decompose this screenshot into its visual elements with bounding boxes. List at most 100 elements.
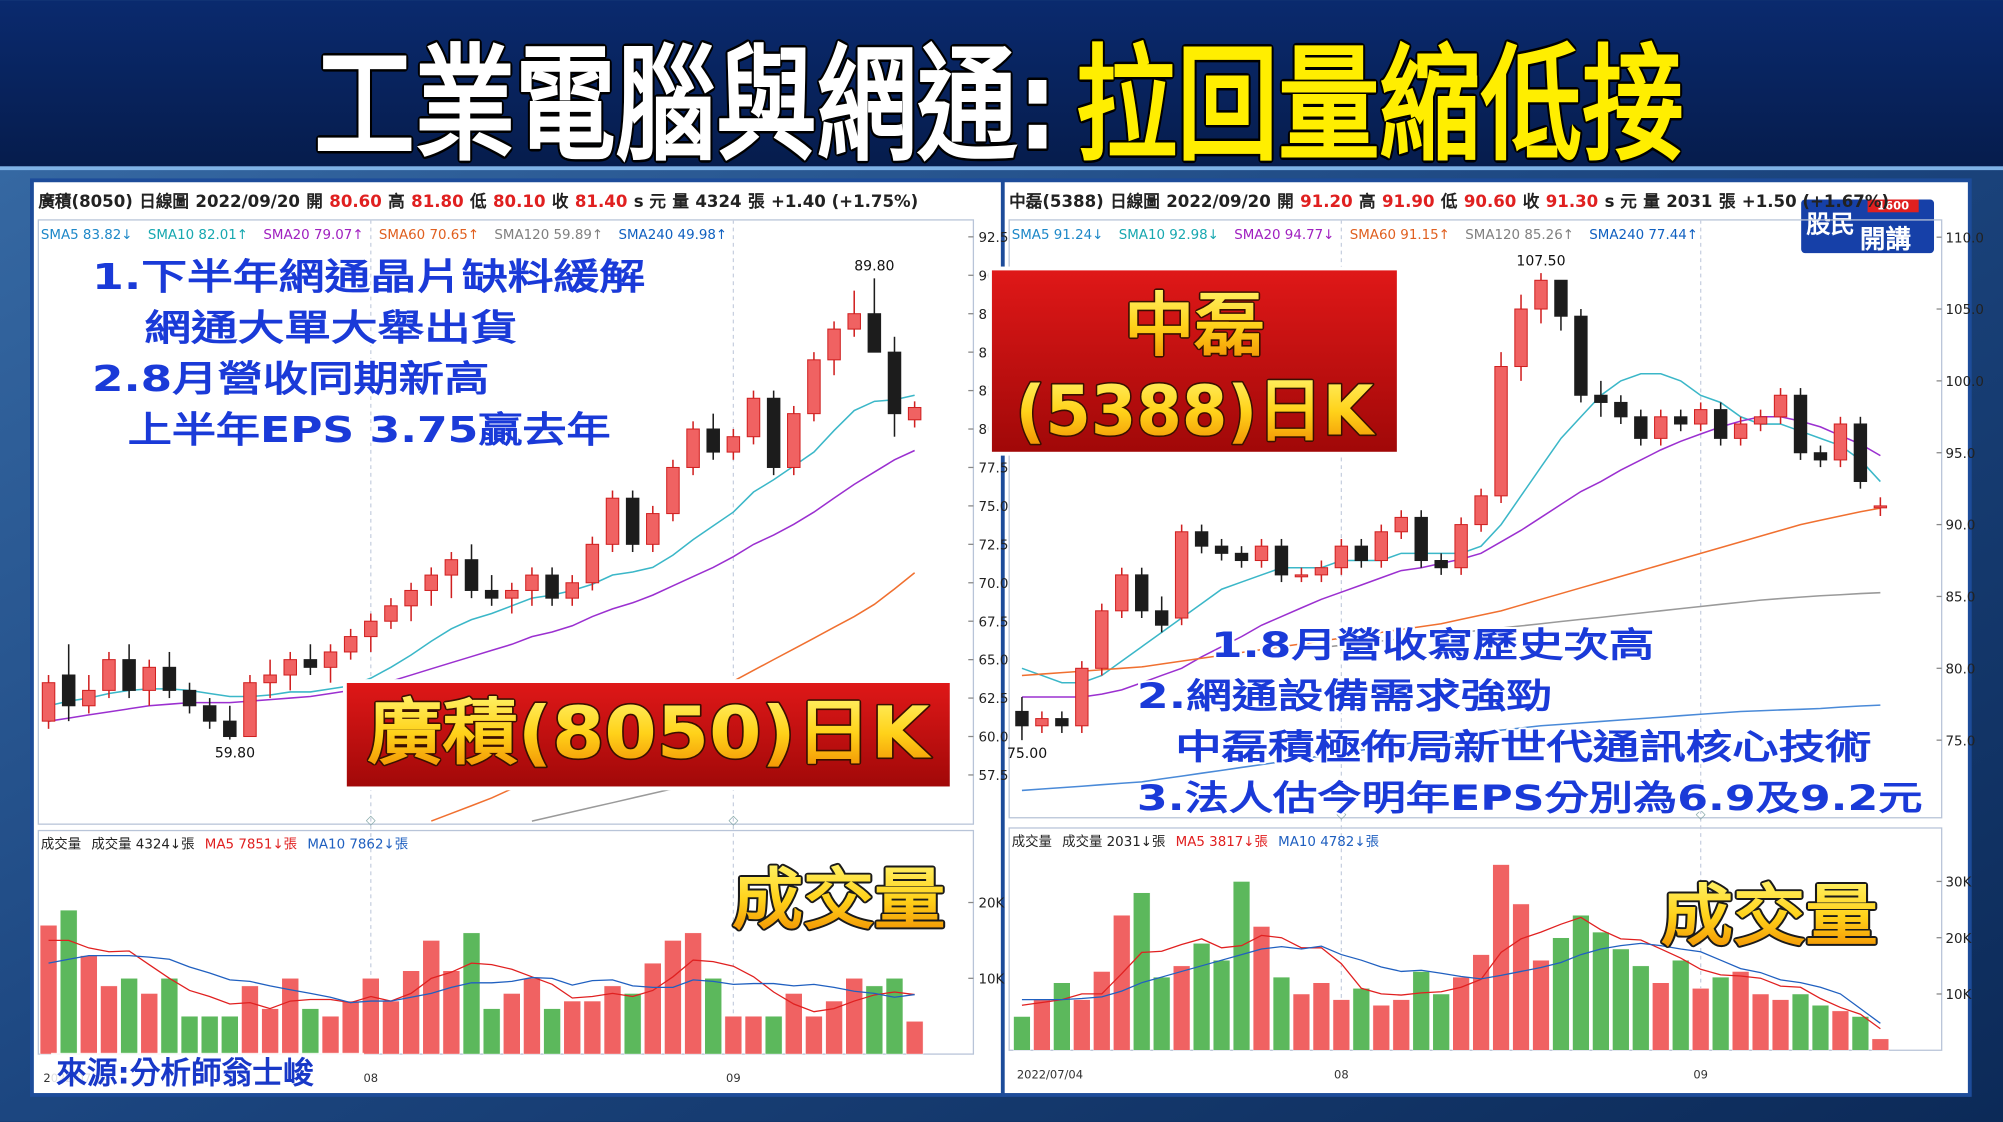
candle-body xyxy=(343,636,358,653)
volume-bar xyxy=(684,932,702,1055)
candle-body xyxy=(1154,610,1169,626)
candle-body xyxy=(1115,574,1129,612)
volume-y-tick-label: 10K xyxy=(1946,988,1973,1003)
candle-body xyxy=(565,582,579,599)
candle-body xyxy=(1514,308,1528,368)
volume-legend: 成交量 成交量 4324↓張 MA5 7851↓張 MA10 7862↓張 xyxy=(41,835,408,852)
volume-bar xyxy=(1392,999,1410,1051)
candle-body xyxy=(1534,279,1548,310)
candle-body xyxy=(686,428,700,468)
ma-legend-item: SMA20 94.77↓ xyxy=(1234,228,1334,243)
x-tick-label: 08 xyxy=(1334,1067,1349,1081)
volume-bar xyxy=(341,1000,360,1055)
logo-number: 1600 xyxy=(1877,199,1909,213)
volume-y-tick-label: 30K xyxy=(1946,876,1973,891)
ma-legend-item: SMA60 70.65↑ xyxy=(379,228,479,243)
volume-bar xyxy=(1372,1004,1390,1051)
y-tick-label: 60.0 xyxy=(979,731,1009,746)
volume-bar xyxy=(442,970,461,1055)
charts: 廣積(8050) 日線圖 2022/09/20 開 80.60 高 81.80 低 80.10 收… xyxy=(37,191,1984,1085)
candle-body xyxy=(1813,452,1828,461)
volume-bar xyxy=(1771,999,1790,1051)
candle-body xyxy=(1394,516,1408,533)
y-tick-label: 95.0 xyxy=(1946,447,1976,462)
volume-bar xyxy=(462,932,481,1055)
candle-body xyxy=(1015,710,1029,727)
volume-bar xyxy=(221,1015,239,1055)
candle-body xyxy=(1414,516,1428,562)
candle-body xyxy=(1274,545,1289,576)
volume-bar xyxy=(1851,1016,1870,1051)
volume-bar xyxy=(1013,1016,1031,1051)
left-panel xyxy=(30,178,1006,1097)
candle-body xyxy=(1055,718,1069,727)
volume-bar xyxy=(1592,931,1610,1051)
header-low-label: 低 xyxy=(469,191,487,211)
volume-bar xyxy=(825,1000,843,1055)
candle-body xyxy=(384,605,398,622)
candle-body xyxy=(202,705,217,722)
volume-bar xyxy=(704,978,722,1055)
price-frame xyxy=(37,219,975,825)
candle-body xyxy=(1713,409,1728,439)
header-low-label: 低 xyxy=(1440,191,1458,211)
candle-body xyxy=(1294,574,1309,578)
volume-bar xyxy=(1212,959,1231,1051)
candle-body xyxy=(1174,531,1189,619)
candle-body xyxy=(1753,416,1768,425)
candle-body xyxy=(706,428,720,453)
volume-legend-item: MA10 4782↓張 xyxy=(1278,835,1379,850)
volume-bar xyxy=(1093,971,1111,1051)
y-tick-label: 110.0 xyxy=(1946,231,1984,246)
candle-body xyxy=(1374,531,1388,562)
candle-body xyxy=(585,543,600,584)
candle-body xyxy=(464,559,479,591)
note: 網通大單大舉出貨 xyxy=(144,308,517,349)
header-volume-unit: 張 xyxy=(1719,192,1736,211)
volume-legend-item: 成交量 4324↓張 xyxy=(91,835,194,852)
logo-top: 股民 xyxy=(1806,210,1855,239)
header-period: 日線圖 xyxy=(139,191,189,211)
volume-bar xyxy=(1731,971,1750,1051)
candle-body xyxy=(1194,531,1209,547)
volume-ma-line xyxy=(48,939,915,1013)
header-close-label: 收 xyxy=(552,191,569,211)
volume-bar xyxy=(1652,982,1670,1051)
period-marker: ◇ xyxy=(1696,807,1706,822)
volume-bar xyxy=(1492,864,1510,1051)
header-high: 81.80 xyxy=(411,192,464,211)
ma-legend-item: SMA5 91.24↓ xyxy=(1012,228,1104,243)
volume-bar xyxy=(865,985,884,1055)
candle-body xyxy=(605,497,620,545)
volume-bar xyxy=(1133,892,1151,1051)
y-tick-label: 67.5 xyxy=(979,615,1009,630)
candle-body xyxy=(1354,545,1369,562)
header-date: 2022/09/20 xyxy=(1166,192,1271,211)
header-volume: 4324 xyxy=(695,192,741,211)
candle-body xyxy=(1873,505,1888,509)
volume-bar xyxy=(362,978,380,1055)
candle-body xyxy=(182,689,197,707)
candle-body xyxy=(787,413,801,468)
header-name: 中磊(5388) xyxy=(1009,191,1104,211)
y-tick-label: 75.0 xyxy=(979,500,1009,515)
note: 上半年EPS 3.75贏去年 xyxy=(128,410,611,451)
volume-bar xyxy=(644,962,662,1055)
chart-header: 中磊(5388) 日線圖 2022/09/20 開 91.20 高 91.90 低 90.60 收… xyxy=(1009,191,1889,211)
volume-bar xyxy=(523,978,541,1055)
candle-body xyxy=(323,651,338,668)
stamp-text: (5388)日K xyxy=(1016,372,1376,452)
volume-bar xyxy=(321,1015,340,1055)
header-low: 90.60 xyxy=(1464,192,1517,211)
volume-bar xyxy=(1033,999,1051,1051)
candle-body xyxy=(223,720,237,738)
logo: 1600 股民 開講 xyxy=(1801,199,1935,255)
candle-body xyxy=(1833,423,1848,461)
volume-bar xyxy=(1352,988,1370,1051)
header-unit: s 元 xyxy=(634,192,667,211)
header-date: 2022/09/20 xyxy=(195,192,299,211)
candle-body xyxy=(1574,315,1588,396)
volume-bar xyxy=(1532,959,1550,1051)
volume-bar xyxy=(785,993,803,1055)
